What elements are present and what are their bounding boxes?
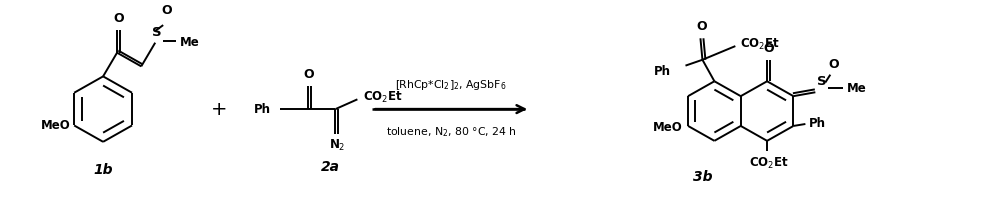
Text: 1b: 1b (93, 163, 113, 177)
Text: O: O (113, 12, 124, 25)
Text: CO$_2$Et: CO$_2$Et (749, 155, 789, 170)
Text: Ph: Ph (808, 117, 825, 129)
Text: [RhCp*Cl$_{2}$]$_{2}$, AgSbF$_{6}$: [RhCp*Cl$_{2}$]$_{2}$, AgSbF$_{6}$ (395, 78, 507, 92)
Text: 3b: 3b (693, 170, 712, 184)
Text: CO$_2$Et: CO$_2$Et (740, 37, 780, 52)
Text: toluene, N$_{2}$, 80 °C, 24 h: toluene, N$_{2}$, 80 °C, 24 h (386, 125, 517, 138)
Text: S: S (817, 75, 826, 88)
Text: CO$_2$Et: CO$_2$Et (363, 90, 403, 105)
Text: Ph: Ph (654, 65, 671, 78)
Text: O: O (162, 4, 172, 17)
Text: Me: Me (180, 36, 200, 49)
Text: S: S (152, 26, 162, 39)
Text: +: + (211, 100, 227, 119)
Text: O: O (828, 58, 839, 71)
Text: MeO: MeO (40, 119, 70, 132)
Text: O: O (697, 20, 707, 33)
Text: Me: Me (847, 82, 867, 95)
Text: N$_2$: N$_2$ (329, 137, 345, 152)
Text: MeO: MeO (653, 121, 683, 134)
Text: Ph: Ph (254, 103, 271, 116)
Text: O: O (763, 42, 774, 55)
Text: 2a: 2a (321, 160, 340, 174)
Text: O: O (304, 68, 314, 81)
